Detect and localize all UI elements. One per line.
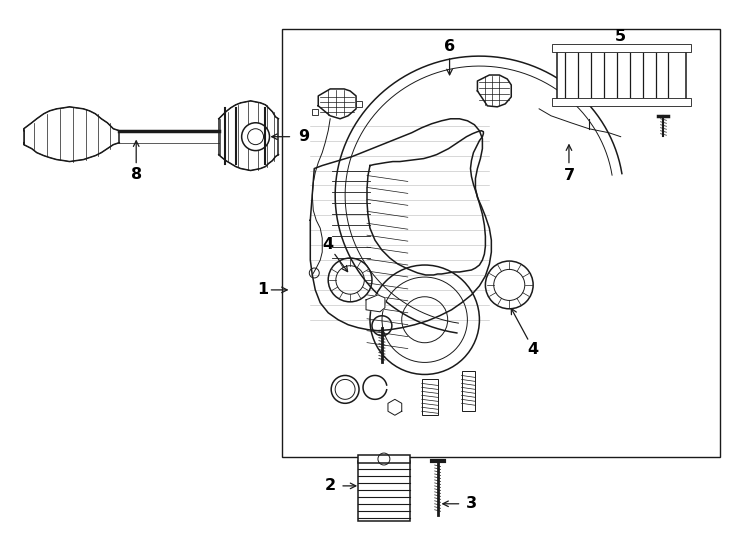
Text: 9: 9 bbox=[298, 129, 309, 144]
Polygon shape bbox=[367, 131, 485, 275]
Circle shape bbox=[241, 123, 269, 151]
Text: 8: 8 bbox=[131, 167, 142, 182]
Polygon shape bbox=[310, 119, 491, 330]
Text: 1: 1 bbox=[258, 282, 269, 298]
Polygon shape bbox=[388, 400, 401, 415]
Bar bbox=[358, 461, 410, 521]
Bar bbox=[462, 372, 476, 411]
Bar bbox=[283, 29, 720, 457]
Text: 5: 5 bbox=[615, 29, 626, 44]
Polygon shape bbox=[319, 89, 356, 119]
Bar bbox=[552, 44, 691, 52]
Text: 3: 3 bbox=[466, 496, 477, 511]
Bar bbox=[358, 455, 410, 463]
Text: 4: 4 bbox=[323, 237, 334, 252]
Polygon shape bbox=[477, 75, 512, 107]
Bar bbox=[356, 101, 362, 107]
Polygon shape bbox=[366, 295, 385, 312]
FancyBboxPatch shape bbox=[328, 164, 374, 267]
Text: 6: 6 bbox=[444, 39, 455, 53]
Text: 2: 2 bbox=[324, 478, 335, 494]
Text: 4: 4 bbox=[528, 342, 539, 357]
Text: 7: 7 bbox=[564, 168, 575, 183]
Bar bbox=[552, 98, 691, 106]
Bar bbox=[557, 49, 686, 101]
Bar bbox=[312, 109, 319, 115]
Bar bbox=[422, 380, 437, 415]
